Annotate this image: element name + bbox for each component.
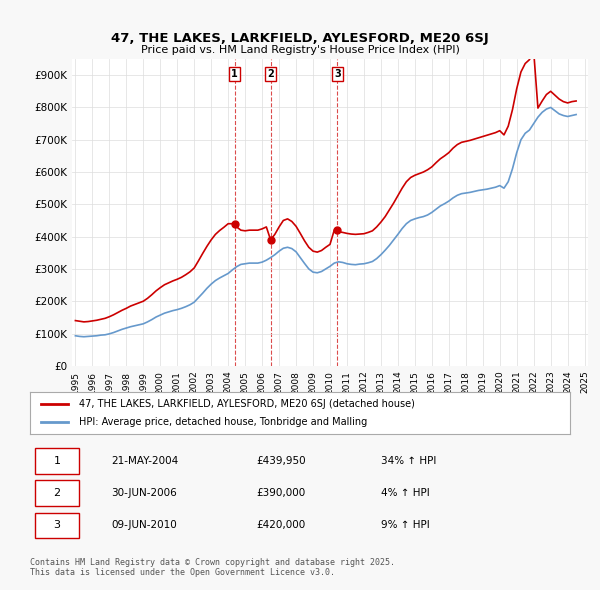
FancyBboxPatch shape	[35, 448, 79, 474]
FancyBboxPatch shape	[35, 513, 79, 538]
Text: HPI: Average price, detached house, Tonbridge and Malling: HPI: Average price, detached house, Tonb…	[79, 417, 367, 427]
Text: 3: 3	[53, 520, 61, 530]
Text: £420,000: £420,000	[257, 520, 306, 530]
Text: 2: 2	[53, 488, 61, 498]
Text: 1: 1	[53, 456, 61, 466]
Text: 47, THE LAKES, LARKFIELD, AYLESFORD, ME20 6SJ (detached house): 47, THE LAKES, LARKFIELD, AYLESFORD, ME2…	[79, 399, 415, 409]
Text: Contains HM Land Registry data © Crown copyright and database right 2025.
This d: Contains HM Land Registry data © Crown c…	[30, 558, 395, 577]
Text: 2: 2	[267, 70, 274, 79]
Text: Price paid vs. HM Land Registry's House Price Index (HPI): Price paid vs. HM Land Registry's House …	[140, 45, 460, 55]
FancyBboxPatch shape	[35, 480, 79, 506]
Text: 1: 1	[231, 70, 238, 79]
Text: 4% ↑ HPI: 4% ↑ HPI	[381, 488, 430, 498]
Text: 30-JUN-2006: 30-JUN-2006	[111, 488, 177, 498]
Text: 34% ↑ HPI: 34% ↑ HPI	[381, 456, 436, 466]
Text: 3: 3	[334, 70, 341, 79]
Text: 47, THE LAKES, LARKFIELD, AYLESFORD, ME20 6SJ: 47, THE LAKES, LARKFIELD, AYLESFORD, ME2…	[111, 32, 489, 45]
Text: £439,950: £439,950	[257, 456, 307, 466]
Text: 09-JUN-2010: 09-JUN-2010	[111, 520, 177, 530]
Text: £390,000: £390,000	[257, 488, 306, 498]
Text: 9% ↑ HPI: 9% ↑ HPI	[381, 520, 430, 530]
Text: 21-MAY-2004: 21-MAY-2004	[111, 456, 178, 466]
